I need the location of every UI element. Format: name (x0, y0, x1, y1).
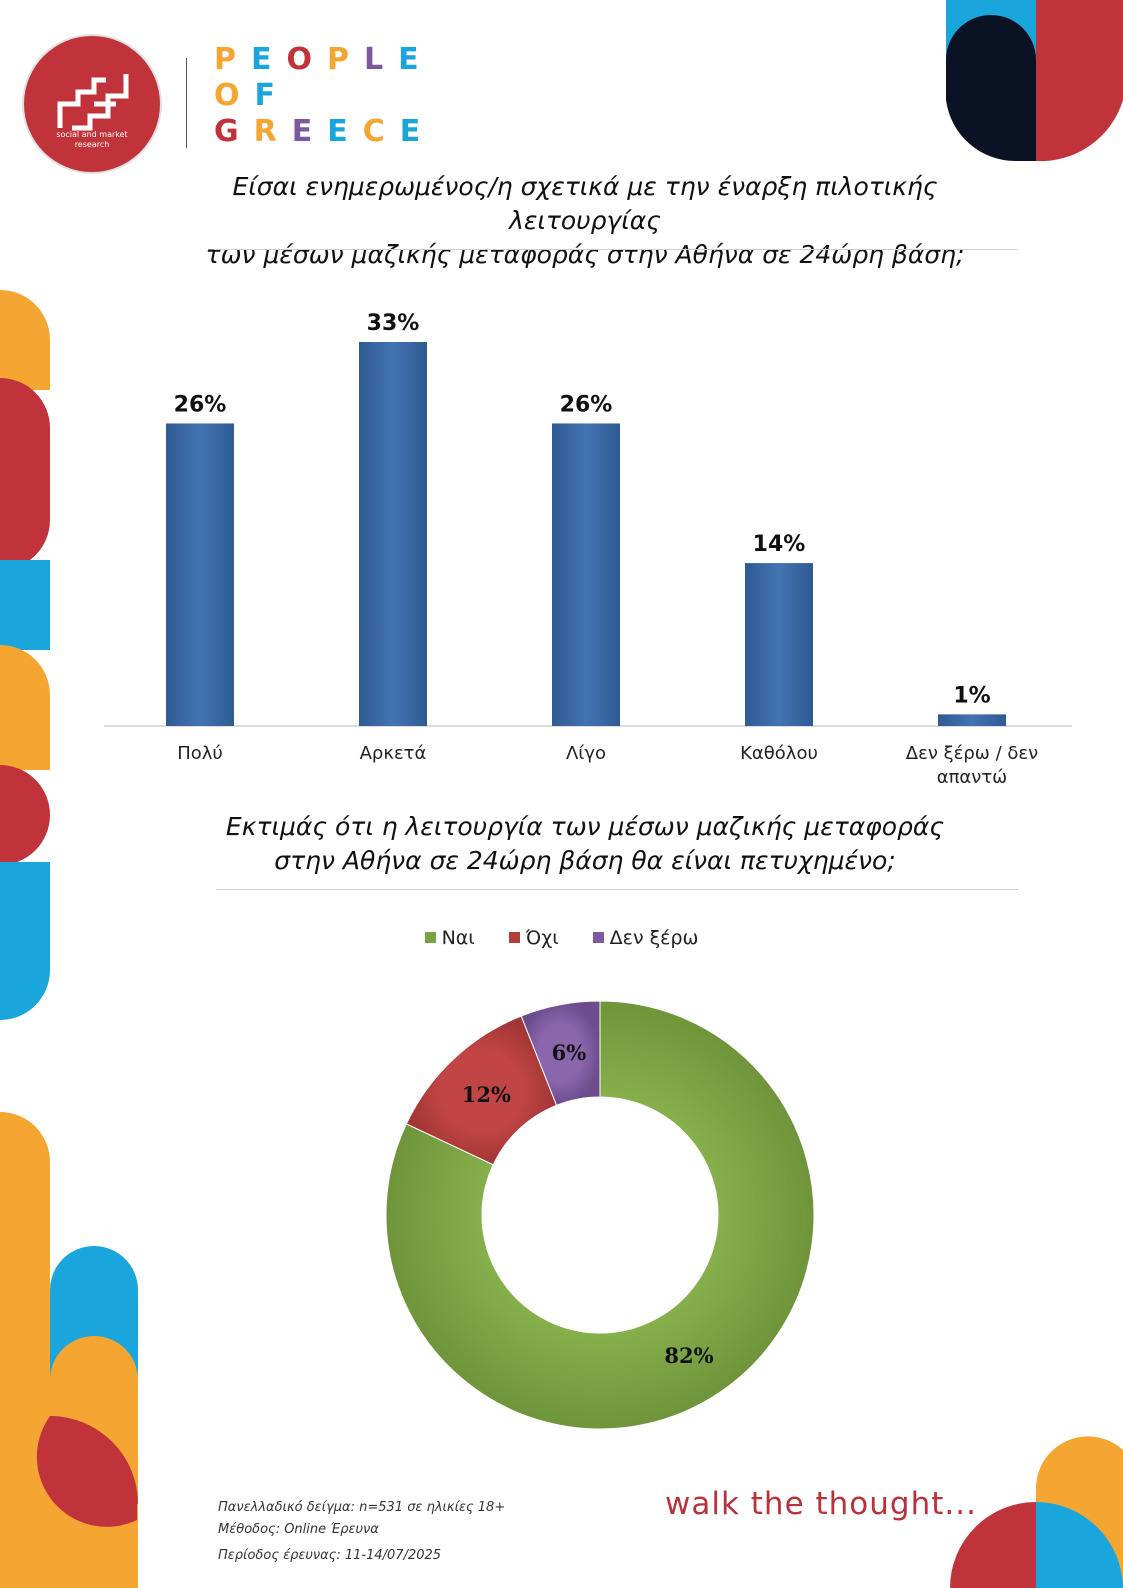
bar-value-label: 1% (953, 683, 990, 708)
slice-yes (385, 1000, 815, 1430)
legend-swatch-dontknow (592, 932, 604, 943)
tagline: walk the thought... (665, 1486, 977, 1522)
legend-swatch-no (508, 932, 520, 943)
brand-letter: E (398, 42, 434, 77)
bar-4 (745, 563, 813, 726)
q1-title-line1: Είσαι ενημερωμένος/η σχετικά με την έναρ… (232, 172, 938, 235)
q1-title: Είσαι ενημερωμένος/η σχετικά με την έναρ… (160, 170, 1010, 272)
bar-category-label: Αρκετά (360, 743, 427, 764)
brand-letter: L (364, 42, 399, 77)
legend-label-dontknow: Δεν ξέρω (609, 926, 699, 949)
brand-line-2: OF (214, 80, 290, 112)
legend-label-yes: Ναι (441, 926, 475, 949)
footer-sample: Πανελλαδικό δείγμα: n=531 σε ηλικίες 18+ (218, 1500, 506, 1515)
brand-letter: E (327, 114, 363, 149)
brand-line-3: GREECE (214, 116, 435, 148)
footer-method: Μέθοδος: Online Έρευνα (218, 1522, 379, 1537)
donut-legend: Ναι Όχι Δεν ξέρω (0, 926, 1123, 949)
logo-subtitle-line1: social and market (56, 130, 128, 139)
legend-item-yes: Ναι (424, 926, 475, 949)
brand-letter: E (291, 114, 328, 149)
slice-dontknow (520, 1000, 601, 1106)
donut-chart: 82% 12% 6% (385, 1000, 815, 1430)
left-edge-shapes (0, 290, 50, 1020)
q1-title-line2: των μέσων μαζικής μεταφοράς στην Αθήνα σ… (205, 240, 965, 269)
brand-letter: R (253, 114, 292, 149)
logo-badge (24, 36, 160, 172)
legend-swatch-yes (424, 932, 436, 943)
slice-no-label: 12% (462, 1082, 511, 1107)
logo-subtitle: social and market research (24, 130, 160, 150)
bottom-left-shapes (0, 1112, 138, 1588)
bar-3 (552, 423, 620, 726)
legend-item-dontknow: Δεν ξέρω (592, 926, 699, 949)
bar-value-label: 26% (560, 392, 613, 417)
bar-chart: 26% 33% 26% 14% 1% Πολύ Αρκετά Λίγο Καθόλου Δεν … (104, 311, 1072, 788)
bar-value-label: 33% (367, 311, 420, 336)
logo-mark (57, 74, 129, 131)
q2-title-line1: Εκτιμάς ότι η λειτουργία των μέσων μαζικ… (225, 812, 945, 841)
logo-subtitle-line2: research (74, 140, 110, 149)
brand-letter: E (251, 42, 287, 77)
logo-divider (186, 58, 187, 148)
legend-label-no: Όχι (525, 926, 559, 949)
q2-divider (216, 889, 1018, 890)
footer-period: Περίοδος έρευνας: 11-14/07/2025 (218, 1548, 442, 1563)
bar-1 (166, 423, 234, 726)
q2-title: Εκτιμάς ότι η λειτουργία των μέσων μαζικ… (160, 810, 1010, 878)
brand-letter: P (327, 42, 365, 77)
bar-category-label: απαντώ (937, 767, 1008, 788)
bar-5 (938, 714, 1006, 726)
bar-2 (359, 342, 427, 726)
slice-yes-label: 82% (664, 1343, 713, 1368)
bottom-right-shapes (950, 1436, 1123, 1588)
brand-letter: O (286, 42, 328, 77)
bar-category-label: Πολύ (177, 743, 223, 764)
brand-letter: O (214, 78, 255, 113)
brand-letter: G (214, 114, 254, 149)
q1-divider (214, 249, 1017, 250)
bar-category-label: Καθόλου (740, 743, 818, 764)
brand-letter: E (399, 114, 436, 149)
brand-letter: F (254, 78, 291, 113)
q2-title-line2: στην Αθήνα σε 24ώρη βάση θα είναι πετυχη… (274, 846, 896, 875)
bar-value-label: 14% (753, 532, 806, 557)
legend-item-no: Όχι (508, 926, 559, 949)
slice-dontknow-label: 6% (552, 1040, 587, 1065)
bar-category-label: Λίγο (566, 743, 606, 764)
brand-letter: C (362, 114, 400, 149)
corner-emblem-top-right (946, 0, 1123, 162)
bar-value-label: 26% (174, 392, 227, 417)
brand-letter: P (214, 42, 251, 77)
brand-line-1: PEOPLE (214, 44, 434, 76)
bar-category-label: Δεν ξέρω / δεν (906, 743, 1038, 764)
